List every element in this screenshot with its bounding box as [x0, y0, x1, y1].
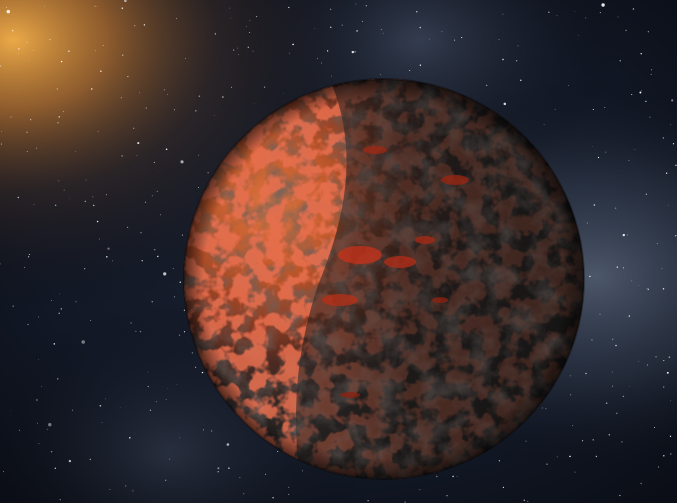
planet	[183, 78, 585, 480]
